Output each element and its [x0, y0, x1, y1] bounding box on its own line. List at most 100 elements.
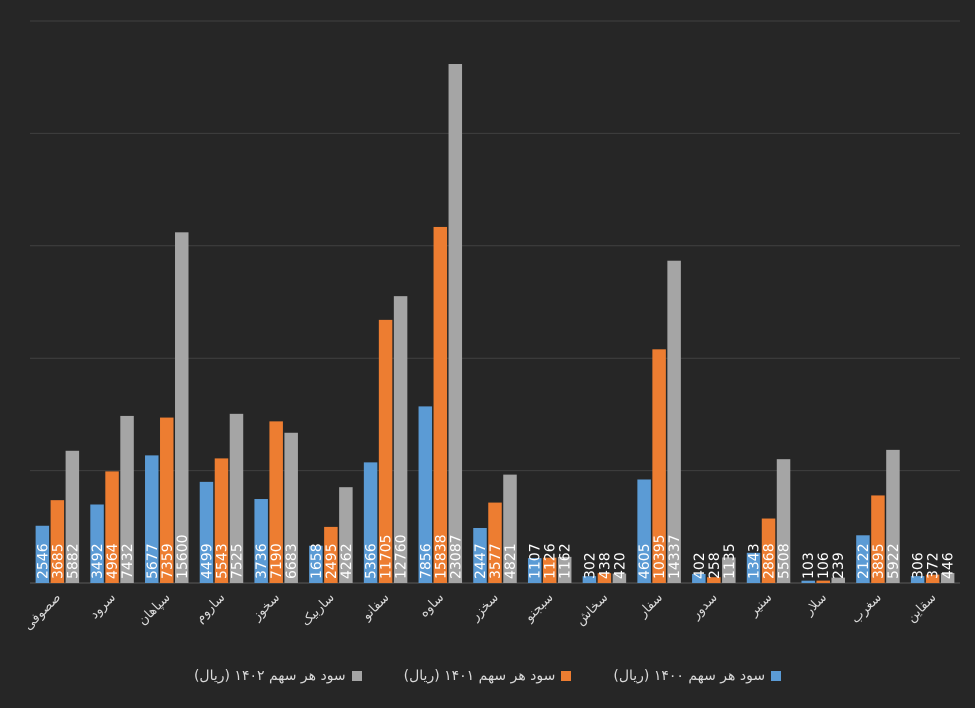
category-label-1: سرود: [87, 590, 119, 622]
category-label-3: ساروم: [193, 590, 229, 626]
category-label-5: ساربیک: [299, 590, 338, 629]
bar-1402-4: [284, 432, 298, 583]
bar-1400-2: [145, 455, 159, 583]
bar-1402-1: [120, 415, 134, 583]
legend-label-1402: سود هر سهم ۱۴۰۲ (ریال): [193, 668, 346, 684]
bar-1401-8: [488, 502, 502, 583]
data-label-1401-4: 7190: [269, 543, 285, 579]
data-label-1401-7: 15838: [433, 534, 449, 579]
data-label-1402-9: 1162: [558, 543, 574, 579]
data-label-1401-2: 7359: [160, 543, 176, 579]
category-label-6: سفانو: [359, 590, 393, 624]
data-label-1400-15: 2122: [856, 543, 872, 579]
bar-1401-9: [542, 557, 557, 583]
data-label-1400-4: 3736: [254, 543, 270, 579]
data-label-1401-14: 106: [816, 552, 832, 579]
bar-1401-0: [50, 500, 65, 583]
category-label-8: سخزر: [467, 590, 501, 624]
bar-1401-6: [378, 319, 393, 583]
data-label-1402-8: 4821: [503, 543, 519, 579]
bar-1400-7: [418, 406, 433, 583]
legend: سود هر سهم ۱۴۰۰ (ریال) سود هر سهم ۱۴۰۱ (…: [0, 664, 975, 688]
bar-1402-13: [776, 459, 791, 583]
legend-swatch-1401: [561, 671, 572, 681]
data-label-1402-1: 7432: [120, 543, 136, 579]
legend-swatch-1400: [771, 671, 782, 681]
category-label-4: سخوز: [249, 590, 283, 624]
legend-item-1402: سود هر سهم ۱۴۰۲ (ریال): [194, 668, 362, 684]
data-label-1401-6: 11705: [379, 534, 395, 579]
data-label-1400-1: 3492: [90, 543, 106, 579]
data-label-1401-10: 438: [597, 552, 613, 579]
bar-1400-16: [910, 576, 925, 583]
data-label-1401-5: 2495: [324, 543, 340, 579]
bar-1402-9: [557, 556, 572, 583]
bar-1402-11: [667, 260, 681, 583]
bar-1400-4: [254, 499, 268, 583]
data-label-1401-13: 2868: [762, 543, 778, 579]
bar-1401-2: [160, 417, 174, 583]
bar-1401-15: [871, 495, 885, 583]
bar-1401-12: [707, 577, 721, 583]
bar-1400-3: [199, 481, 214, 583]
data-label-1402-5: 4262: [339, 543, 355, 579]
bar-1400-14: [801, 580, 815, 583]
bar-1400-0: [35, 525, 50, 583]
bar-1400-5: [309, 545, 323, 583]
bar-1402-14: [831, 577, 845, 583]
bar-1402-5: [339, 487, 353, 583]
data-label-1402-16: 446: [941, 552, 957, 579]
data-label-1401-8: 3577: [488, 543, 504, 579]
legend-item-1400: سود هر سهم ۱۴۰۰ (ریال): [613, 668, 782, 684]
bar-1400-8: [473, 527, 487, 583]
legend-label-1401: سود هر سهم ۱۴۰۱ (ریال): [403, 668, 556, 684]
data-label-1402-2: 15600: [175, 534, 191, 579]
bar-1400-6: [363, 462, 378, 583]
bar-1401-11: [652, 349, 666, 583]
data-label-1400-0: 2546: [35, 543, 51, 579]
legend-swatch-1402: [351, 671, 362, 681]
bar-1402-6: [393, 296, 408, 583]
data-label-1402-10: 420: [612, 552, 628, 579]
data-label-1402-4: 6683: [284, 543, 300, 579]
legend-label-1400: سود هر سهم ۱۴۰۰ (ریال): [613, 668, 766, 684]
data-label-1400-11: 4605: [637, 543, 653, 579]
bar-1402-7: [448, 64, 463, 583]
category-label-7: ساوه: [417, 590, 447, 620]
data-label-1400-2: 5677: [145, 543, 161, 579]
category-label-15: سغرب: [848, 590, 884, 626]
data-label-1400-13: 1343: [747, 543, 763, 579]
bar-1402-12: [722, 557, 736, 583]
bar-1402-15: [886, 449, 900, 583]
bar-1401-5: [324, 526, 338, 583]
bar-1402-3: [229, 413, 244, 583]
bar-1402-10: [612, 573, 627, 583]
bar-1401-1: [105, 471, 119, 583]
data-label-1402-12: 1135: [722, 543, 738, 579]
data-label-1402-3: 7525: [229, 543, 245, 579]
data-label-1401-15: 3895: [871, 543, 887, 579]
bar-1401-7: [433, 226, 448, 583]
data-label-1401-11: 10395: [652, 534, 668, 579]
data-label-1401-12: 258: [707, 552, 723, 579]
category-label-10: سخاش: [573, 590, 611, 628]
category-label-11: سفار: [635, 590, 666, 621]
bar-1402-0: [65, 450, 80, 583]
bar-1400-12: [692, 573, 706, 583]
data-label-1400-6: 5366: [364, 543, 380, 579]
data-label-1400-16: 306: [911, 552, 927, 579]
category-label-2: سپاهان: [135, 590, 173, 628]
data-label-1401-0: 3685: [50, 543, 66, 579]
data-label-1402-13: 5508: [777, 543, 793, 579]
data-label-1402-14: 239: [831, 552, 847, 579]
bar-1401-3: [214, 458, 229, 583]
bar-1402-2: [175, 232, 189, 583]
data-label-1400-7: 7856: [418, 543, 434, 579]
category-label-14: سلار: [801, 590, 830, 619]
bar-1400-9: [527, 558, 542, 583]
category-label-16: سقاین: [904, 590, 939, 625]
bar-1400-15: [856, 535, 870, 583]
data-label-1400-12: 402: [692, 552, 708, 579]
category-label-13: سنیر: [746, 590, 776, 620]
